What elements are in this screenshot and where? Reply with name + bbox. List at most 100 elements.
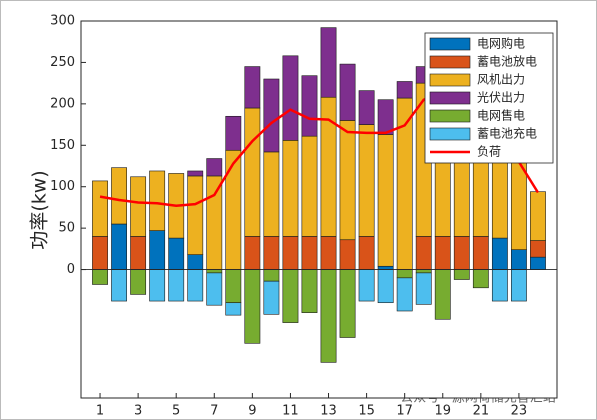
bar-segment xyxy=(472,269,489,289)
bar-segment xyxy=(415,272,432,305)
bar-segment xyxy=(358,124,375,237)
bar-segment xyxy=(244,66,261,109)
bar-segment xyxy=(320,96,337,237)
bar-segment xyxy=(396,81,413,99)
bar-segment xyxy=(206,269,223,274)
bar-segment xyxy=(92,180,108,237)
bar-segment xyxy=(453,269,470,280)
x-tick-label: 15 xyxy=(358,404,375,419)
bar-segment xyxy=(130,176,147,237)
bar-segment xyxy=(358,269,375,302)
bar-segment xyxy=(301,135,318,237)
bar-segment xyxy=(320,27,337,98)
bar-segment xyxy=(377,134,394,267)
bar-segment xyxy=(130,236,147,270)
bar-segment xyxy=(263,236,280,270)
bar-segment xyxy=(225,149,242,270)
bar-segment xyxy=(282,140,299,237)
bar-segment xyxy=(339,269,356,338)
bar-segment xyxy=(339,239,356,270)
bar-segment xyxy=(187,175,204,255)
bar-segment xyxy=(472,236,489,270)
bar-segment xyxy=(111,167,127,225)
bar-segment xyxy=(263,78,280,153)
bar-segment xyxy=(396,269,413,279)
legend-swatch xyxy=(429,109,471,123)
bar-segment xyxy=(92,269,108,285)
x-tick-label: 9 xyxy=(248,404,256,419)
bar-segment xyxy=(415,236,432,270)
bar-segment xyxy=(320,269,337,363)
legend-swatch xyxy=(429,55,471,69)
bar-segment xyxy=(149,230,166,270)
x-tick-label: 19 xyxy=(434,404,451,419)
bar-segment xyxy=(377,99,394,135)
bar-segment xyxy=(263,280,280,315)
bar-segment xyxy=(225,269,242,304)
legend-label: 负荷 xyxy=(477,145,501,159)
y-tick-label: 250 xyxy=(50,55,75,70)
bar-segment xyxy=(206,158,223,177)
bar-segment xyxy=(320,236,337,270)
legend-swatch xyxy=(429,91,471,105)
y-tick-label: 100 xyxy=(50,179,75,194)
bar-segment xyxy=(511,269,527,302)
bar-segment xyxy=(530,240,546,258)
legend-label: 风机出力 xyxy=(477,73,525,87)
x-tick-label: 21 xyxy=(473,404,490,419)
bar-segment xyxy=(149,170,166,231)
bar-segment xyxy=(244,236,261,270)
legend-label: 光伏出力 xyxy=(477,91,525,105)
bar-segment xyxy=(358,236,375,270)
x-tick-label: 7 xyxy=(210,404,218,419)
bar-segment xyxy=(377,265,394,270)
bar-segment xyxy=(530,256,546,270)
bar-segment xyxy=(377,269,394,304)
bar-segment xyxy=(168,237,185,270)
legend-label: 电网购电 xyxy=(477,36,525,51)
y-tick-label: 0 xyxy=(67,262,75,277)
bar-segment xyxy=(301,269,318,313)
bar-segment xyxy=(530,191,546,241)
bar-segment xyxy=(301,236,318,270)
legend-swatch xyxy=(429,37,471,51)
bar-segment xyxy=(187,254,204,270)
bar-segment xyxy=(282,236,299,270)
x-tick-label: 13 xyxy=(320,404,337,419)
bar-segment xyxy=(187,269,204,302)
bar-segment xyxy=(130,269,147,295)
bar-segment xyxy=(244,107,261,237)
bar-segment xyxy=(111,223,127,270)
legend-label: 蓄电池放电 xyxy=(477,54,537,69)
x-tick-label: 17 xyxy=(396,404,413,419)
x-tick-label: 11 xyxy=(282,404,299,419)
bar-segment xyxy=(282,269,299,323)
plot-border xyxy=(80,20,558,399)
legend-swatch xyxy=(429,73,471,87)
bar-segment xyxy=(434,269,451,320)
legend-label: 蓄电池充电 xyxy=(477,126,537,141)
bar-segment xyxy=(168,269,185,302)
y-axis-label: 功率(kw) xyxy=(29,170,51,249)
y-tick-label: 50 xyxy=(58,221,75,236)
bar-segment xyxy=(263,269,280,282)
legend-swatch xyxy=(429,127,471,141)
bar-segment xyxy=(301,75,318,137)
x-tick-label: 3 xyxy=(134,404,142,419)
bar-segment xyxy=(92,236,108,270)
y-tick-label: 300 xyxy=(50,14,75,29)
bar-segment xyxy=(263,151,280,237)
x-tick-label: 5 xyxy=(172,404,180,419)
bar-segment xyxy=(206,175,223,270)
bar-segment xyxy=(396,277,413,312)
bar-segment xyxy=(491,237,508,270)
bar-segment xyxy=(282,55,299,141)
bar-segment xyxy=(225,302,242,316)
legend-label: 电网售电 xyxy=(477,108,525,123)
bar-segment xyxy=(206,272,223,306)
x-tick-label: 1 xyxy=(96,404,104,419)
bar-segment xyxy=(339,120,356,241)
y-tick-label: 150 xyxy=(50,138,75,153)
